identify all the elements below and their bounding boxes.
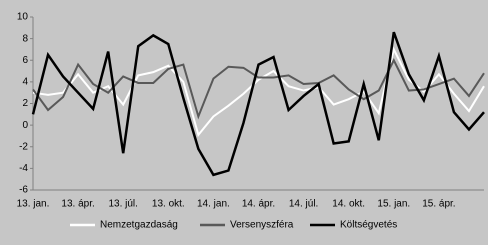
y-tick-label: 8 [22, 33, 28, 44]
x-tick-label: 15. jan. [377, 199, 410, 210]
x-tick-label: 15. ápr. [422, 199, 455, 210]
y-tick-label: 4 [22, 77, 28, 88]
x-tick-label: 14. ápr. [242, 199, 275, 210]
y-tick-label: -4 [19, 163, 28, 174]
x-tick-label: 13. júl. [108, 199, 137, 210]
series-line [31, 31, 485, 177]
series-line [32, 46, 485, 137]
x-tick-label: 13. ápr. [61, 199, 94, 210]
y-tick-label: 2 [22, 98, 28, 109]
x-tick-label: 14. júl. [289, 199, 318, 210]
x-tick-label: 14. jan. [197, 199, 230, 210]
series-line [32, 58, 485, 120]
y-tick-label: 6 [22, 55, 28, 66]
legend-label: Versenyszféra [230, 220, 294, 231]
y-tick-label: 10 [17, 12, 29, 23]
y-tick-label: 0 [22, 120, 28, 131]
x-tick-label: 13. okt. [152, 199, 185, 210]
y-tick-label: -2 [19, 141, 28, 152]
y-tick-label: -6 [19, 185, 28, 196]
x-tick-label: 13. jan. [17, 199, 50, 210]
legend-label: Nemzetgazdaság [100, 220, 178, 231]
legend-label: Költségvetés [340, 220, 397, 231]
x-tick-label: 14. okt. [332, 199, 365, 210]
